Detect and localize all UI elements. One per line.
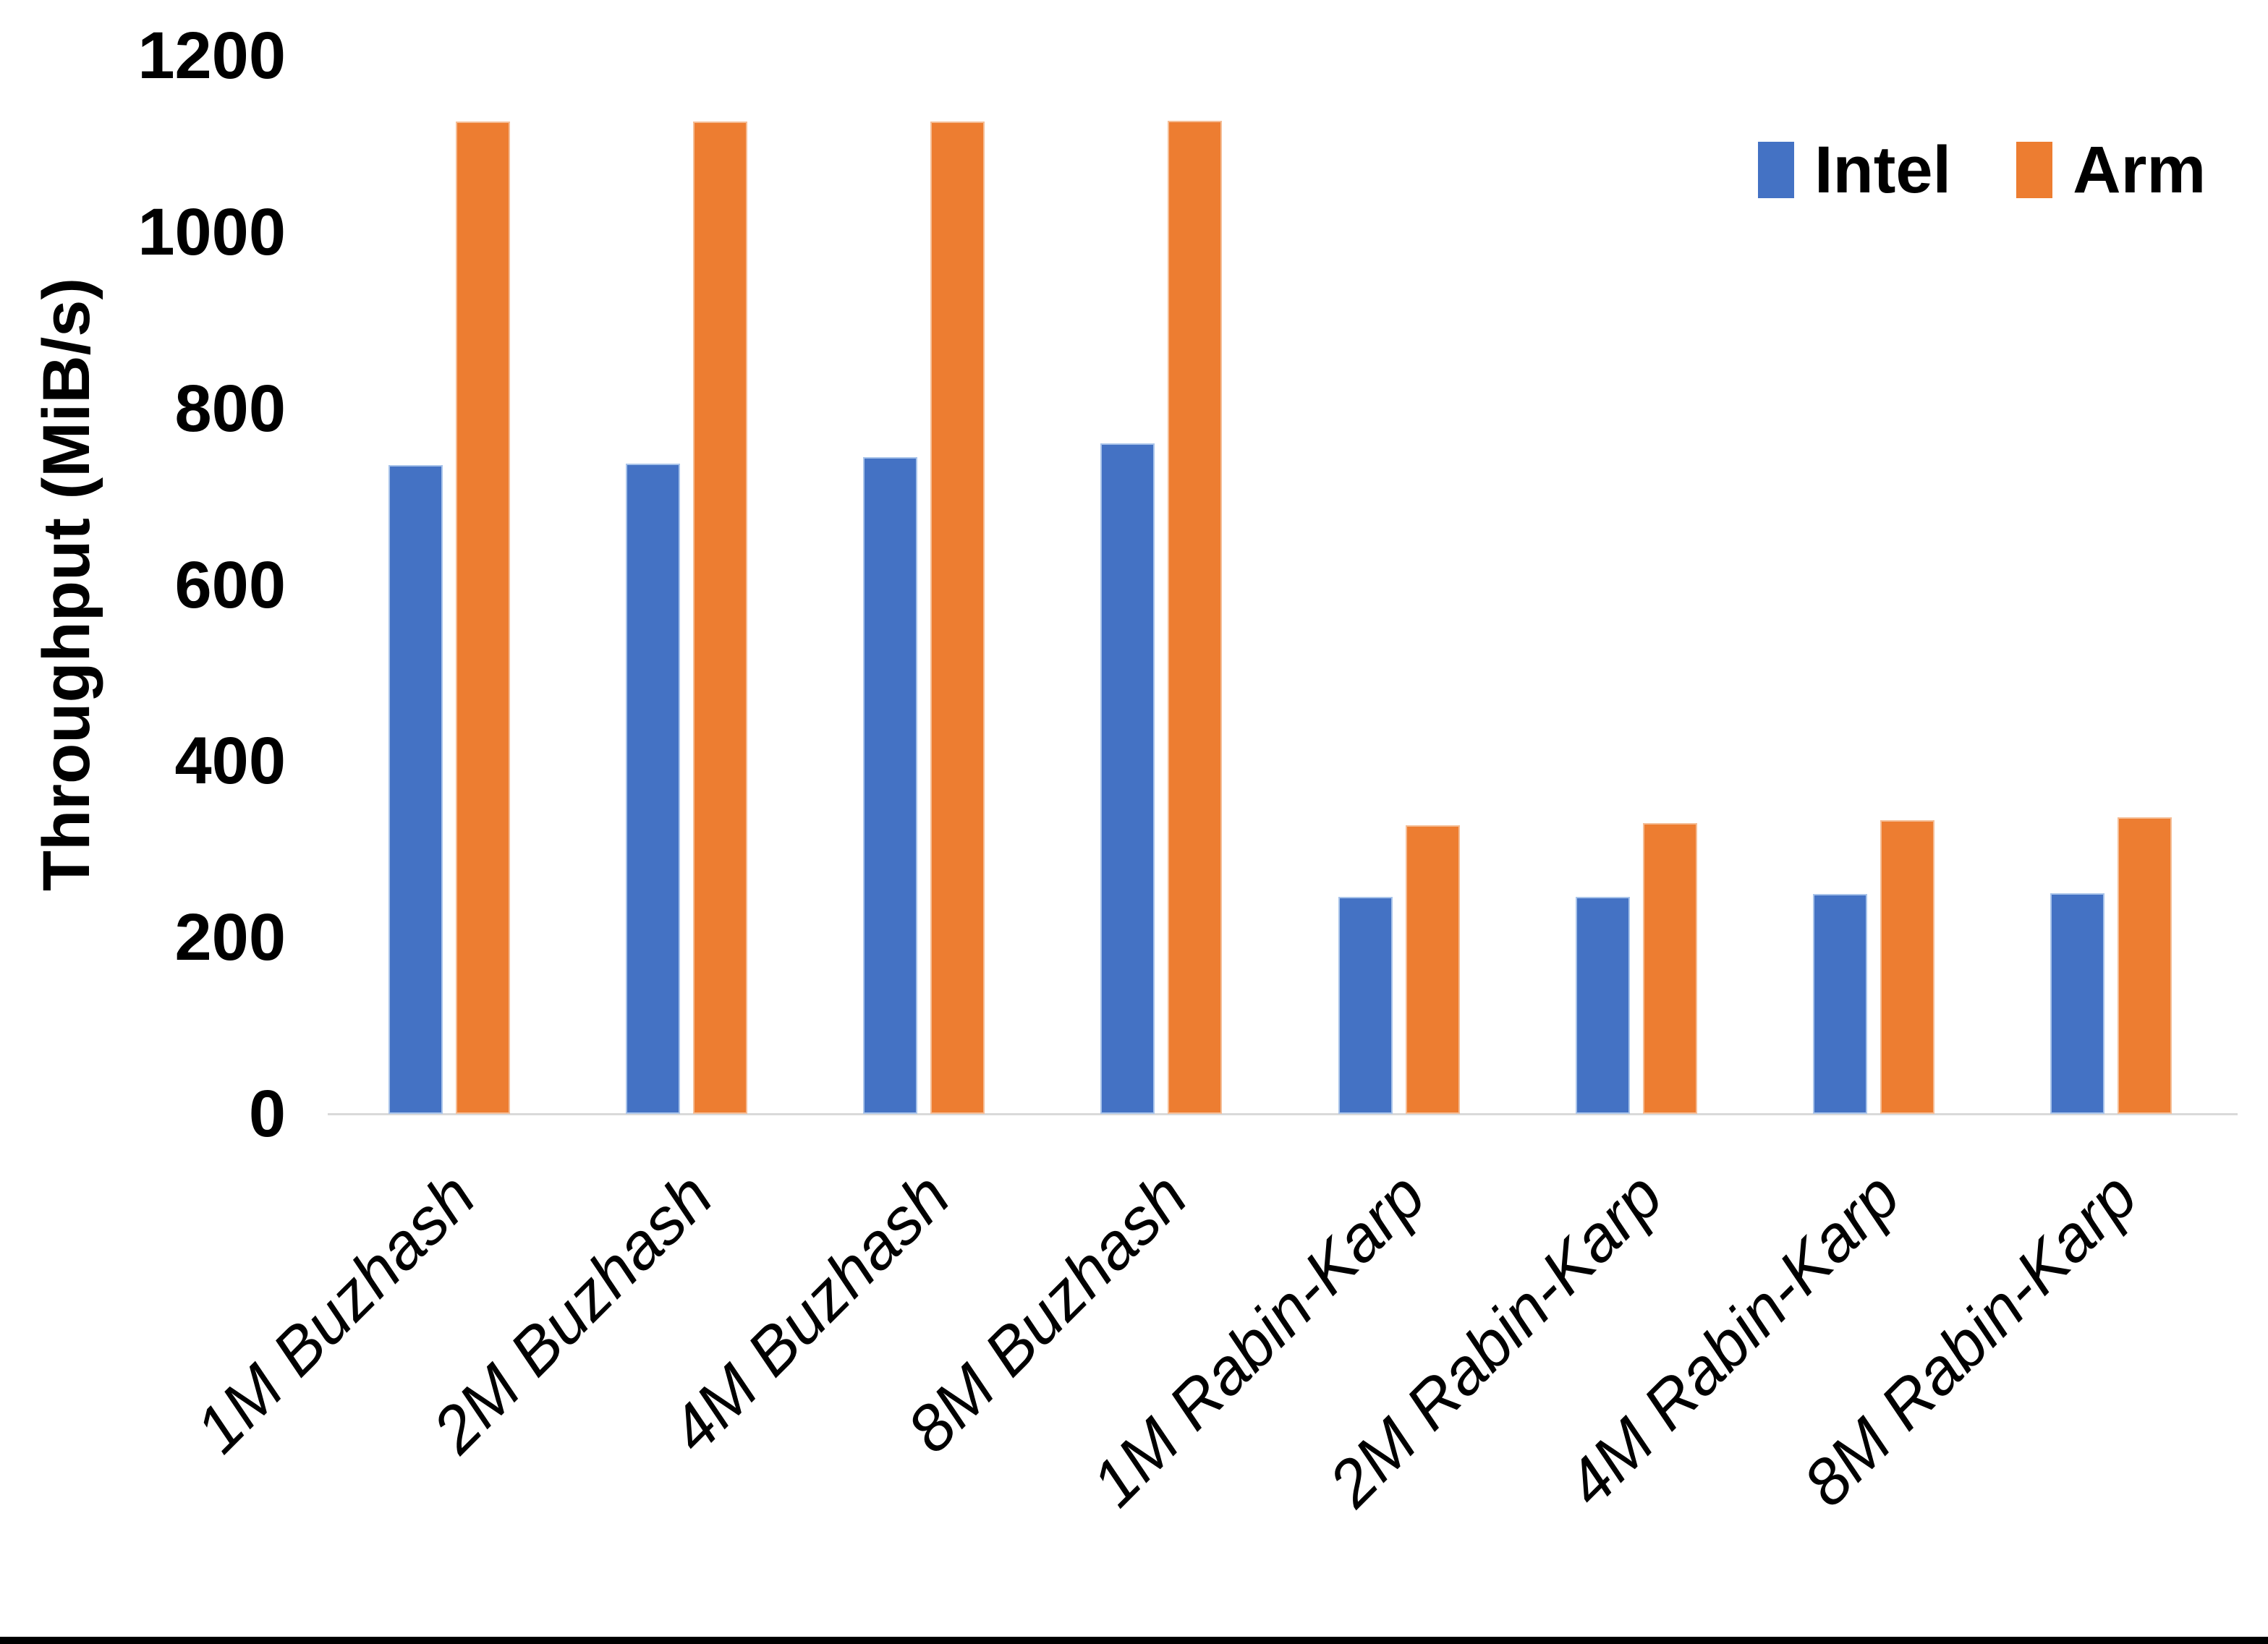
- y-tick-label-1000: 1000: [137, 195, 286, 269]
- bar-arm-8m-rabin-karp: [2117, 817, 2172, 1114]
- x-tick-label-8m-rabin-karp: 8M Rabin-Karp: [1790, 1159, 2152, 1521]
- legend-label-intel: Intel: [1814, 133, 1952, 207]
- x-tick-label-1m-rabin-karp: 1M Rabin-Karp: [1077, 1159, 1439, 1521]
- bottom-border: [0, 1637, 2268, 1644]
- bar-intel-4m-buzhash: [863, 456, 918, 1114]
- y-tick-label-800: 800: [174, 371, 286, 446]
- bar-arm-4m-buzhash: [930, 122, 985, 1114]
- x-tick-label-2m-buzhash: 2M Buzhash: [419, 1159, 727, 1467]
- bar-arm-8m-buzhash: [1168, 121, 1223, 1114]
- legend-item-intel: Intel: [1758, 134, 1951, 206]
- bar-arm-2m-buzhash: [693, 122, 748, 1114]
- bar-intel-4m-rabin-karp: [1812, 894, 1867, 1114]
- bar-intel-2m-buzhash: [626, 464, 681, 1114]
- bar-intel-2m-rabin-karp: [1575, 897, 1630, 1114]
- bar-intel-8m-rabin-karp: [2050, 893, 2105, 1114]
- x-tick-label-4m-rabin-karp: 4M Rabin-Karp: [1553, 1159, 1914, 1521]
- x-tick-label-1m-buzhash: 1M Buzhash: [182, 1159, 490, 1467]
- x-axis-line: [328, 1113, 2238, 1115]
- bar-arm-4m-rabin-karp: [1880, 820, 1934, 1114]
- bar-arm-2m-rabin-karp: [1642, 822, 1697, 1114]
- legend-swatch-arm: [2016, 142, 2053, 198]
- bar-arm-1m-buzhash: [456, 122, 511, 1114]
- x-tick-label-8m-buzhash: 8M Buzhash: [894, 1159, 1202, 1467]
- y-tick-label-200: 200: [174, 900, 286, 975]
- bar-intel-8m-buzhash: [1100, 443, 1155, 1114]
- legend-label-arm: Arm: [2073, 133, 2207, 207]
- y-tick-label-0: 0: [248, 1077, 286, 1151]
- x-tick-label-4m-buzhash: 4M Buzhash: [656, 1159, 964, 1467]
- x-tick-label-2m-rabin-karp: 2M Rabin-Karp: [1315, 1159, 1676, 1521]
- y-tick-label-1200: 1200: [137, 19, 286, 93]
- legend-swatch-intel: [1758, 142, 1794, 198]
- legend: Intel Arm: [1758, 134, 2206, 206]
- bar-intel-1m-buzhash: [388, 464, 443, 1114]
- bar-arm-1m-rabin-karp: [1405, 825, 1460, 1114]
- bar-intel-1m-rabin-karp: [1338, 897, 1393, 1114]
- legend-item-arm: Arm: [2016, 134, 2206, 206]
- y-tick-label-600: 600: [174, 548, 286, 622]
- y-tick-label-400: 400: [174, 724, 286, 798]
